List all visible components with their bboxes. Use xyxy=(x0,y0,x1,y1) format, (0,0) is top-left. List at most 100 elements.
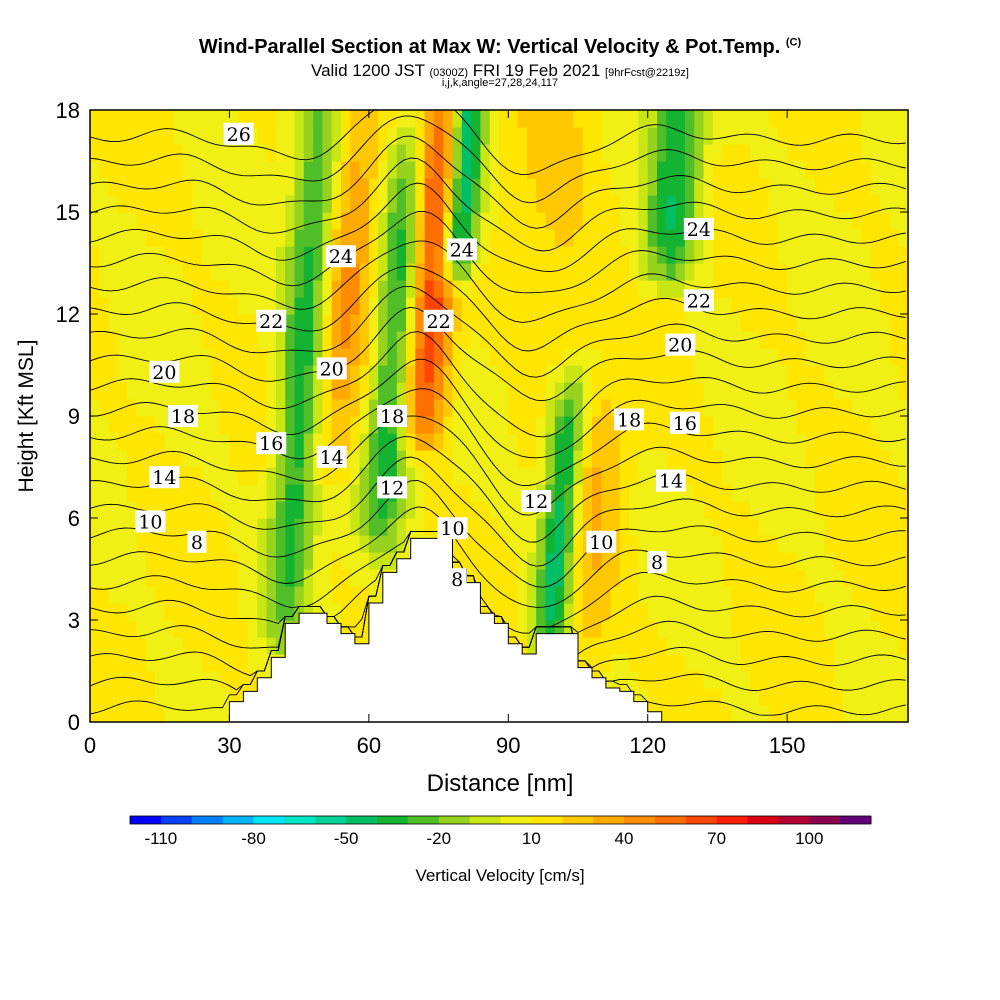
velocity-cell xyxy=(285,518,296,536)
velocity-cell xyxy=(833,144,844,162)
velocity-cell xyxy=(740,637,751,655)
velocity-cell xyxy=(805,603,816,621)
velocity-cell xyxy=(759,331,770,349)
velocity-cell xyxy=(90,416,100,434)
velocity-cell xyxy=(582,212,593,230)
velocity-cell xyxy=(313,280,323,298)
velocity-cell xyxy=(722,484,732,502)
velocity-cell xyxy=(331,127,342,145)
velocity-cell xyxy=(852,688,863,706)
velocity-cell xyxy=(155,654,165,672)
velocity-cell xyxy=(294,297,305,315)
velocity-cell xyxy=(136,161,147,179)
velocity-cell xyxy=(777,110,788,128)
velocity-cell xyxy=(303,246,314,264)
velocity-cell xyxy=(564,297,574,315)
velocity-cell xyxy=(824,586,835,604)
velocity-cell xyxy=(592,314,602,332)
velocity-cell xyxy=(220,382,230,400)
velocity-cell xyxy=(833,229,844,247)
velocity-cell xyxy=(703,552,714,570)
velocity-cell xyxy=(145,603,156,621)
velocity-cell xyxy=(266,365,277,383)
velocity-cell xyxy=(331,569,342,587)
theta-contour-line xyxy=(90,210,906,294)
velocity-cell xyxy=(90,246,100,264)
x-tick-label: 60 xyxy=(357,733,381,758)
velocity-cell xyxy=(870,195,881,213)
contour-label: 14 xyxy=(655,469,686,493)
velocity-cell xyxy=(759,348,770,366)
velocity-cell xyxy=(694,178,705,196)
velocity-cell xyxy=(210,365,221,383)
velocity-cell xyxy=(331,280,342,298)
chart-title: Wind-Parallel Section at Max W: Vertical… xyxy=(0,36,1000,59)
velocity-cell xyxy=(592,467,602,485)
velocity-cell xyxy=(564,314,574,332)
velocity-cell xyxy=(582,433,593,451)
velocity-cell xyxy=(173,382,184,400)
velocity-cell xyxy=(341,297,351,315)
velocity-cell xyxy=(564,161,574,179)
velocity-cell xyxy=(629,382,639,400)
velocity-cell xyxy=(861,484,872,502)
velocity-cell xyxy=(545,450,556,468)
theta-contour-line xyxy=(90,531,906,634)
velocity-cell xyxy=(852,705,863,722)
velocity-cell xyxy=(657,263,667,281)
velocity-cell xyxy=(852,433,863,451)
velocity-cell xyxy=(294,195,305,213)
velocity-cell xyxy=(238,569,249,587)
velocity-cell xyxy=(331,161,342,179)
velocity-cell xyxy=(796,569,807,587)
velocity-cell xyxy=(526,280,537,298)
velocity-cell xyxy=(201,382,212,400)
velocity-cell xyxy=(387,331,398,349)
velocity-cell xyxy=(573,280,584,298)
velocity-cell xyxy=(173,688,184,706)
velocity-cell xyxy=(694,535,705,553)
velocity-cell xyxy=(861,348,872,366)
velocity-cell xyxy=(443,144,454,162)
velocity-cell xyxy=(406,195,416,213)
velocity-cell xyxy=(675,535,686,553)
velocity-cell xyxy=(870,331,881,349)
velocity-cell xyxy=(238,382,249,400)
velocity-cell xyxy=(248,586,258,604)
velocity-cell xyxy=(759,195,770,213)
velocity-cell xyxy=(155,127,165,145)
velocity-cell xyxy=(443,263,454,281)
velocity-cell xyxy=(815,467,825,485)
velocity-cell xyxy=(285,433,296,451)
velocity-cell xyxy=(471,501,481,519)
velocity-cell xyxy=(331,535,342,553)
velocity-cell xyxy=(694,314,705,332)
contour-label: 22 xyxy=(423,309,454,333)
velocity-cell xyxy=(433,178,444,196)
velocity-cell xyxy=(740,484,751,502)
velocity-cell xyxy=(508,212,519,230)
velocity-cell xyxy=(127,450,138,468)
velocity-cell xyxy=(842,195,853,213)
velocity-cell xyxy=(201,450,212,468)
velocity-cell xyxy=(210,467,221,485)
velocity-cell xyxy=(684,535,695,553)
velocity-cell xyxy=(257,212,268,230)
velocity-cell xyxy=(313,246,323,264)
velocity-cell xyxy=(787,620,798,638)
velocity-cell xyxy=(731,603,742,621)
velocity-cell xyxy=(313,178,323,196)
velocity-cell xyxy=(759,654,770,672)
velocity-cell xyxy=(722,586,732,604)
velocity-cell xyxy=(210,297,221,315)
velocity-cell xyxy=(629,484,639,502)
velocity-cell xyxy=(666,637,677,655)
velocity-cell xyxy=(750,433,760,451)
velocity-cell xyxy=(480,603,491,621)
velocity-cell xyxy=(424,280,435,298)
velocity-cell xyxy=(461,484,472,502)
velocity-cell xyxy=(108,637,119,655)
velocity-cell xyxy=(275,552,286,570)
velocity-cell xyxy=(889,246,900,264)
velocity-cell xyxy=(452,416,463,434)
